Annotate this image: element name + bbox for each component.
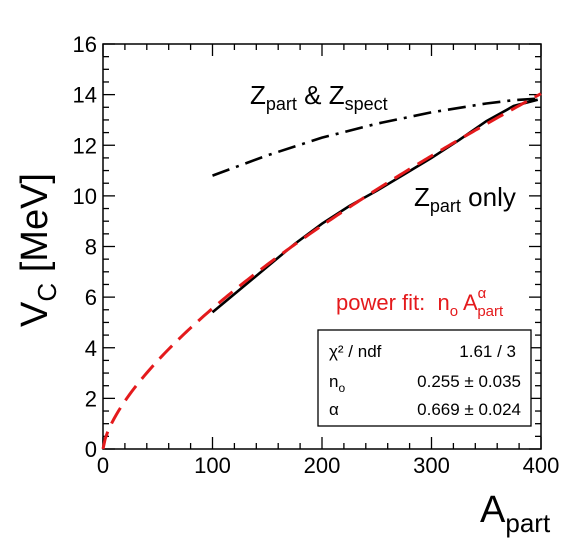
y-axis-title: VC [MeV] xyxy=(14,173,62,327)
y-tick-label: 10 xyxy=(73,184,97,209)
x-tick-label: 200 xyxy=(304,453,341,478)
stats-row-label-chi2: χ² / ndf xyxy=(329,342,382,361)
y-tick-label: 4 xyxy=(85,336,97,361)
stats-row-label-alpha: α xyxy=(329,400,339,419)
y-tick-label: 6 xyxy=(85,285,97,310)
x-tick-label: 100 xyxy=(194,453,231,478)
fit-label: power fit: no Aα part xyxy=(336,285,504,320)
stats-row-value-n0: 0.255 ± 0.035 xyxy=(417,372,521,391)
annotation-zpart-zspect: Zpart & Zspect xyxy=(250,80,388,114)
x-tick-label: 400 xyxy=(523,453,560,478)
y-tick-label: 2 xyxy=(85,386,97,411)
stats-row-value-alpha: 0.669 ± 0.024 xyxy=(417,400,521,419)
series-line-dashed xyxy=(101,92,542,450)
x-tick-label: 300 xyxy=(413,453,450,478)
y-tick-label: 12 xyxy=(73,133,97,158)
y-tick-label: 8 xyxy=(85,235,97,260)
y-tick-label: 14 xyxy=(73,83,97,108)
axis-ticks xyxy=(102,43,542,450)
stats-row-value-chi2: 1.61 / 3 xyxy=(459,342,516,361)
series-line-dashdot xyxy=(212,97,542,177)
x-tick-label: 0 xyxy=(97,453,109,478)
annotation-zpart-only: Zpart only xyxy=(414,182,516,216)
series-layer xyxy=(101,92,542,450)
stats-box: χ² / ndf 1.61 / 3 no 0.255 ± 0.035 α 0.6… xyxy=(317,329,532,427)
x-axis-title: Apart xyxy=(480,489,551,538)
tick-labels: 0 100 200 300 400 0 2 4 6 8 10 12 14 16 xyxy=(73,32,560,478)
y-tick-label: 16 xyxy=(73,32,97,57)
y-tick-label: 0 xyxy=(85,437,97,462)
stats-row-label-n0: no xyxy=(329,372,345,395)
